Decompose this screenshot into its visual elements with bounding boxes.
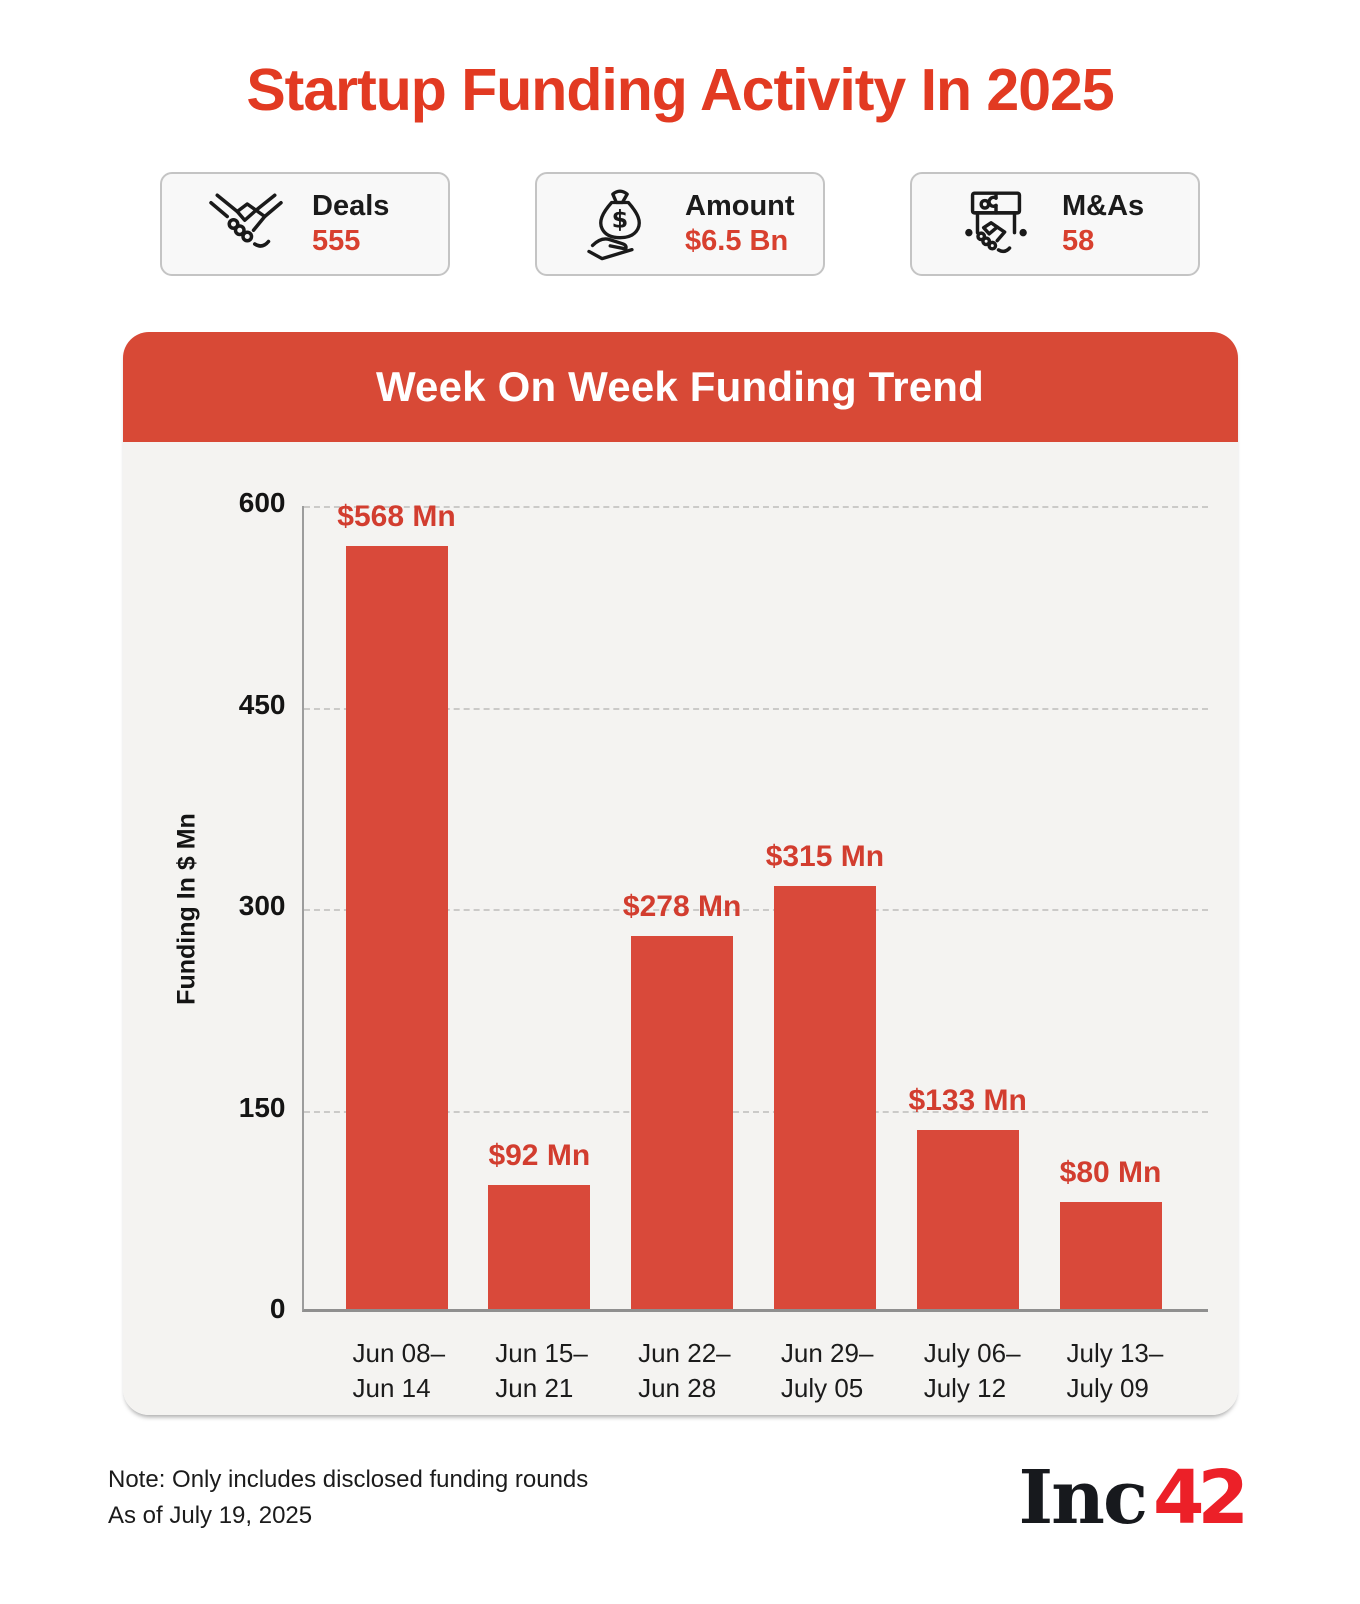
y-tick-label: 0 [269, 1293, 286, 1324]
stat-card-mas: M&As 58 [910, 172, 1200, 276]
stat-label-mas: M&As [1062, 189, 1145, 222]
stat-value-deals: 555 [312, 225, 361, 257]
bar-value-label: $92 Mn [488, 1139, 591, 1172]
stat-card-deals: Deals 555 [160, 172, 450, 276]
bar-value-label: $133 Mn [908, 1084, 1027, 1117]
y-tick-label: 150 [238, 1091, 286, 1123]
svg-text:$: $ [612, 206, 629, 234]
stat-card-texts: M&As 58 [1062, 190, 1144, 259]
bar-value-label: $568 Mn [337, 500, 456, 533]
chart-panel: Week On Week Funding Trend Funding In $ … [122, 332, 1238, 1415]
stat-cards-row: Deals 555 $ Amount $6.5 Bn [0, 172, 1360, 276]
x-axis-label: July 13– July 09 [1066, 1338, 1164, 1404]
footer: Note: Only includes disclosed funding ro… [0, 1415, 1360, 1535]
gridline [303, 707, 1208, 710]
x-axis-label: July 06– July 12 [923, 1338, 1021, 1404]
stat-card-texts: Deals 555 [312, 190, 389, 259]
bar-value-label: $315 Mn [765, 840, 885, 873]
funding-bar [488, 1185, 591, 1309]
bar-value-label: $278 Mn [622, 890, 742, 923]
gridline [303, 909, 1208, 911]
funding-bar [345, 546, 448, 1309]
chart-title: Week On Week Funding Trend [375, 363, 985, 410]
stat-card-texts: Amount $6.5 Bn [685, 190, 795, 259]
funding-bar [631, 936, 734, 1309]
stat-card-amount: $ Amount $6.5 Bn [535, 172, 825, 276]
stat-value-mas: 58 [1062, 225, 1095, 257]
stat-label-deals: Deals [312, 189, 390, 222]
chart-body: Funding In $ Mn $568 Mn $92 Mn $278 Mn $315… [122, 442, 1238, 1415]
x-axis-label: Jun 22– Jun 28 [638, 1338, 731, 1404]
x-axis-label: Jun 29– July 05 [780, 1338, 874, 1404]
y-tick-label: 600 [238, 487, 286, 518]
y-tick-label: 450 [238, 688, 286, 720]
stat-value-amount: $6.5 Bn [685, 225, 789, 257]
funding-bar [773, 886, 876, 1309]
gridline [303, 506, 1208, 508]
funding-bar [916, 1130, 1019, 1309]
inc42-logo: Inc 42 [1018, 1455, 1249, 1541]
chart-header: Week On Week Funding Trend [122, 332, 1238, 442]
footnote-line2: As of July 19, 2025 [108, 1502, 313, 1529]
gridline [303, 1110, 1208, 1113]
handshake-icon [209, 193, 283, 248]
footnote: Note: Only includes disclosed funding ro… [108, 1462, 588, 1534]
x-axis-label: Jun 08– Jun 14 [352, 1338, 446, 1404]
y-tick-label: 300 [238, 890, 286, 921]
bar-value-label: $80 Mn [1059, 1156, 1162, 1189]
page-title: Startup Funding Activity In 2025 [246, 57, 1114, 123]
merger-puzzle-handshake-icon [965, 191, 1027, 254]
stat-label-amount: Amount [685, 189, 795, 222]
x-axis-label: Jun 15– Jun 21 [495, 1338, 588, 1404]
logo-42-text: 42 [1153, 1455, 1249, 1541]
chart-plot: $568 Mn $92 Mn $278 Mn $315 Mn $133 Mn $80 Mn [301, 500, 1208, 1312]
funding-bar [1059, 1202, 1162, 1309]
footnote-line1: Note: Only includes disclosed funding ro… [108, 1466, 589, 1493]
logo-inc-text: Inc [1018, 1455, 1148, 1541]
money-bag-hand-icon: $ [587, 189, 641, 261]
